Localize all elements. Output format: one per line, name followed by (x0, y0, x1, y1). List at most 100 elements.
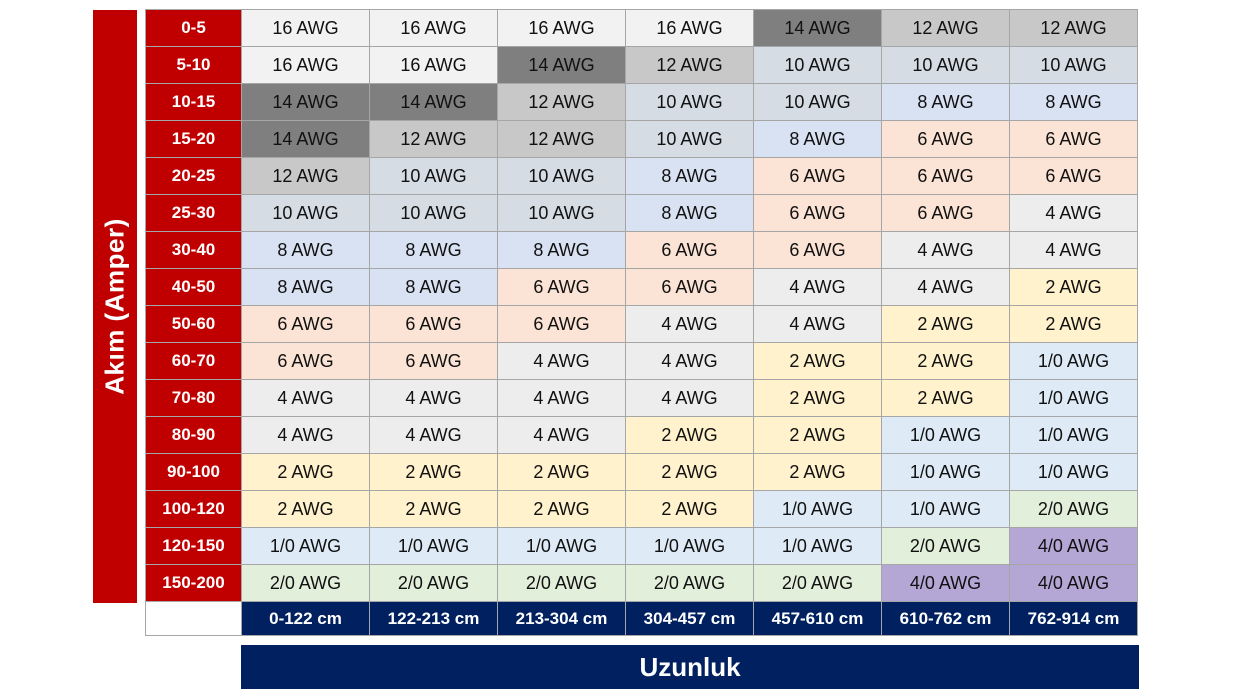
row-header-current-range: 10-15 (145, 83, 242, 121)
row-header-current-range: 150-200 (145, 564, 242, 602)
row-header-current-range: 5-10 (145, 46, 242, 84)
gauge-cell: 2/0 AWG (1009, 490, 1138, 528)
gauge-cell: 12 AWG (241, 157, 370, 195)
gauge-cell: 6 AWG (753, 157, 882, 195)
gauge-cell: 4 AWG (1009, 194, 1138, 232)
gauge-cell: 2/0 AWG (369, 564, 498, 602)
gauge-cell: 4/0 AWG (1009, 527, 1138, 565)
gauge-cell: 10 AWG (625, 120, 754, 158)
gauge-cell: 2 AWG (1009, 268, 1138, 306)
gauge-cell: 2/0 AWG (497, 564, 626, 602)
table-row: 60-70 6 AWG 6 AWG 4 AWG 4 AWG 2 AWG 2 AWG 1/0 A… (145, 342, 1138, 380)
gauge-cell: 16 AWG (369, 46, 498, 84)
gauge-cell: 12 AWG (625, 46, 754, 84)
gauge-cell: 4 AWG (369, 416, 498, 454)
gauge-cell: 2 AWG (369, 490, 498, 528)
column-header-length-range: 213-304 cm (497, 601, 626, 636)
gauge-cell: 1/0 AWG (881, 416, 1010, 454)
gauge-cell: 4 AWG (881, 268, 1010, 306)
gauge-cell: 6 AWG (881, 120, 1010, 158)
gauge-cell: 12 AWG (881, 9, 1010, 47)
gauge-cell: 1/0 AWG (881, 453, 1010, 491)
column-header-length-range: 457-610 cm (753, 601, 882, 636)
gauge-cell: 6 AWG (1009, 120, 1138, 158)
column-header-length-range: 762-914 cm (1009, 601, 1138, 636)
gauge-cell: 4 AWG (497, 379, 626, 417)
gauge-cell: 16 AWG (625, 9, 754, 47)
gauge-cell: 12 AWG (1009, 9, 1138, 47)
gauge-cell: 2 AWG (497, 490, 626, 528)
gauge-cell: 4 AWG (753, 268, 882, 306)
column-header-length-range: 122-213 cm (369, 601, 498, 636)
table-row: 10-15 14 AWG 14 AWG 12 AWG 10 AWG 10 AWG 8 AWG… (145, 83, 1138, 121)
gauge-cell: 1/0 AWG (1009, 342, 1138, 380)
row-header-current-range: 40-50 (145, 268, 242, 306)
column-header-length-range: 304-457 cm (625, 601, 754, 636)
gauge-cell: 4/0 AWG (881, 564, 1010, 602)
gauge-cell: 8 AWG (369, 231, 498, 269)
x-axis-label: Uzunluk (639, 651, 741, 682)
gauge-cell: 4 AWG (497, 416, 626, 454)
gauge-cell: 2/0 AWG (753, 564, 882, 602)
gauge-cell: 4 AWG (625, 305, 754, 343)
row-header-current-range: 0-5 (145, 9, 242, 47)
gauge-cell: 8 AWG (369, 268, 498, 306)
column-header-length-range: 610-762 cm (881, 601, 1010, 636)
table-row: 100-120 2 AWG 2 AWG 2 AWG 2 AWG 1/0 AWG 1/0 AW… (145, 490, 1138, 528)
gauge-cell: 2 AWG (881, 342, 1010, 380)
gauge-cell: 14 AWG (241, 83, 370, 121)
gauge-cell: 1/0 AWG (1009, 416, 1138, 454)
gauge-cell: 10 AWG (881, 46, 1010, 84)
gauge-cell: 6 AWG (625, 268, 754, 306)
gauge-cell: 6 AWG (881, 194, 1010, 232)
gauge-cell: 2 AWG (881, 305, 1010, 343)
gauge-cell: 10 AWG (753, 83, 882, 121)
gauge-cell: 12 AWG (497, 83, 626, 121)
gauge-cell: 6 AWG (241, 342, 370, 380)
gauge-cell: 2 AWG (753, 342, 882, 380)
gauge-cell: 6 AWG (497, 305, 626, 343)
y-axis-label-band: Akım (Amper) (93, 10, 137, 603)
gauge-cell: 4/0 AWG (1009, 564, 1138, 602)
table-row: 150-200 2/0 AWG 2/0 AWG 2/0 AWG 2/0 AWG 2/0 A… (145, 564, 1138, 602)
gauge-cell: 8 AWG (1009, 83, 1138, 121)
gauge-cell: 4 AWG (625, 342, 754, 380)
row-header-current-range: 25-30 (145, 194, 242, 232)
gauge-cell: 6 AWG (497, 268, 626, 306)
gauge-cell: 2/0 AWG (881, 527, 1010, 565)
gauge-cell: 2 AWG (241, 490, 370, 528)
gauge-cell: 10 AWG (753, 46, 882, 84)
gauge-cell: 1/0 AWG (625, 527, 754, 565)
gauge-cell: 2 AWG (1009, 305, 1138, 343)
gauge-cell: 1/0 AWG (753, 527, 882, 565)
gauge-cell: 10 AWG (1009, 46, 1138, 84)
corner-cell (145, 601, 242, 636)
gauge-cell: 16 AWG (241, 46, 370, 84)
gauge-cell: 4 AWG (1009, 231, 1138, 269)
gauge-cell: 2 AWG (753, 416, 882, 454)
gauge-cell: 14 AWG (369, 83, 498, 121)
gauge-cell: 8 AWG (881, 83, 1010, 121)
gauge-cell: 2/0 AWG (625, 564, 754, 602)
gauge-cell: 4 AWG (753, 305, 882, 343)
table-row: 15-20 14 AWG 12 AWG 12 AWG 10 AWG 8 AWG 6 AWG 6… (145, 120, 1138, 158)
row-header-current-range: 60-70 (145, 342, 242, 380)
gauge-cell: 16 AWG (497, 9, 626, 47)
gauge-cell: 8 AWG (753, 120, 882, 158)
gauge-cell: 6 AWG (881, 157, 1010, 195)
row-header-current-range: 120-150 (145, 527, 242, 565)
gauge-cell: 2 AWG (753, 453, 882, 491)
row-header-current-range: 90-100 (145, 453, 242, 491)
gauge-cell: 10 AWG (497, 157, 626, 195)
wire-gauge-table: 0-5 16 AWG 16 AWG 16 AWG 16 AWG 14 AWG 12 AWG 1… (145, 9, 1138, 636)
table-row: 20-25 12 AWG 10 AWG 10 AWG 8 AWG 6 AWG 6 AWG 6 … (145, 157, 1138, 195)
gauge-cell: 6 AWG (1009, 157, 1138, 195)
gauge-cell: 1/0 AWG (369, 527, 498, 565)
row-header-current-range: 80-90 (145, 416, 242, 454)
gauge-cell: 4 AWG (369, 379, 498, 417)
gauge-cell: 14 AWG (241, 120, 370, 158)
table-row: 70-80 4 AWG 4 AWG 4 AWG 4 AWG 2 AWG 2 AWG 1/0 A… (145, 379, 1138, 417)
gauge-cell: 14 AWG (497, 46, 626, 84)
row-header-current-range: 50-60 (145, 305, 242, 343)
table-row: 120-150 1/0 AWG 1/0 AWG 1/0 AWG 1/0 AWG 1/0 A… (145, 527, 1138, 565)
